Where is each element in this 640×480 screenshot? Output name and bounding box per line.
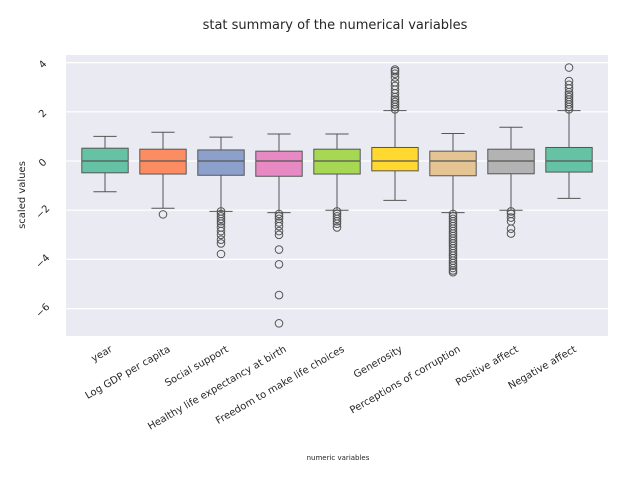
outlier-point [506, 213, 516, 222]
box-2 [197, 136, 245, 259]
y-tick-label: −4 [34, 253, 52, 271]
outlier-point [564, 92, 574, 102]
box-7 [487, 126, 535, 238]
outlier-point [390, 95, 400, 104]
outlier-point [390, 97, 400, 107]
box-iqr [139, 148, 187, 175]
box-iqr [313, 148, 361, 175]
outlier-point [216, 239, 226, 248]
box-iqr [255, 150, 303, 177]
x-axis-label: numeric variables [307, 454, 370, 462]
outlier-point [274, 209, 284, 219]
outlier-point [274, 212, 284, 221]
outlier-point [274, 319, 284, 328]
outlier-point [274, 221, 284, 231]
box-0 [81, 135, 129, 193]
outlier-point [564, 76, 574, 86]
y-tick-label: −2 [34, 203, 52, 221]
outlier-point [506, 224, 516, 233]
outlier-point [332, 214, 342, 224]
outlier-point [448, 261, 458, 270]
y-tick-labels: −6 −4 −2 0 2 4 [34, 59, 52, 320]
box-iqr [545, 146, 593, 173]
outlier-point [332, 216, 342, 226]
y-tick-label: 2 [37, 108, 49, 120]
box-1 [139, 131, 187, 219]
box-iqr [371, 146, 419, 172]
outlier-point [216, 214, 226, 224]
x-tick-label: year [90, 344, 116, 365]
outlier-point [448, 263, 458, 273]
y-tick-label: −6 [34, 302, 52, 320]
outlier-point [274, 230, 284, 240]
y-tick-label: 0 [37, 157, 49, 169]
box-5 [371, 65, 419, 201]
outlier-point [390, 81, 400, 91]
outlier-point [390, 65, 400, 74]
box-iqr [197, 149, 245, 176]
outlier-point [390, 69, 400, 78]
outlier-point [506, 207, 516, 216]
outlier-point [390, 77, 400, 87]
outlier-point [564, 80, 574, 90]
x-tick-label: Generosity [352, 344, 405, 381]
outlier-point [274, 218, 284, 227]
box-3 [255, 133, 303, 328]
outlier-point [216, 230, 226, 240]
x-tick-label: Perceptions of corruption [348, 344, 462, 416]
outlier-point [216, 235, 226, 245]
outlier-point [274, 226, 284, 236]
box-iqr [429, 150, 477, 177]
outlier-point [506, 229, 516, 238]
outlier-point [158, 210, 168, 219]
outlier-point [274, 290, 284, 300]
boxes [81, 63, 593, 328]
outlier-point [448, 267, 458, 277]
chart-title: stat summary of the numerical variables [203, 18, 468, 33]
outlier-point [332, 223, 342, 232]
box-8 [545, 63, 593, 199]
outlier-point [564, 63, 574, 72]
outlier-point [216, 249, 226, 259]
y-tick-label: 4 [37, 59, 49, 71]
outlier-point [274, 260, 284, 269]
outlier-point [274, 245, 284, 254]
box-4 [313, 133, 361, 232]
outlier-point [564, 90, 574, 99]
y-axis-label: scaled values [17, 161, 28, 229]
box-6 [429, 132, 477, 277]
outlier-point [216, 226, 226, 236]
outlier-point [216, 216, 226, 226]
outlier-point [332, 219, 342, 229]
